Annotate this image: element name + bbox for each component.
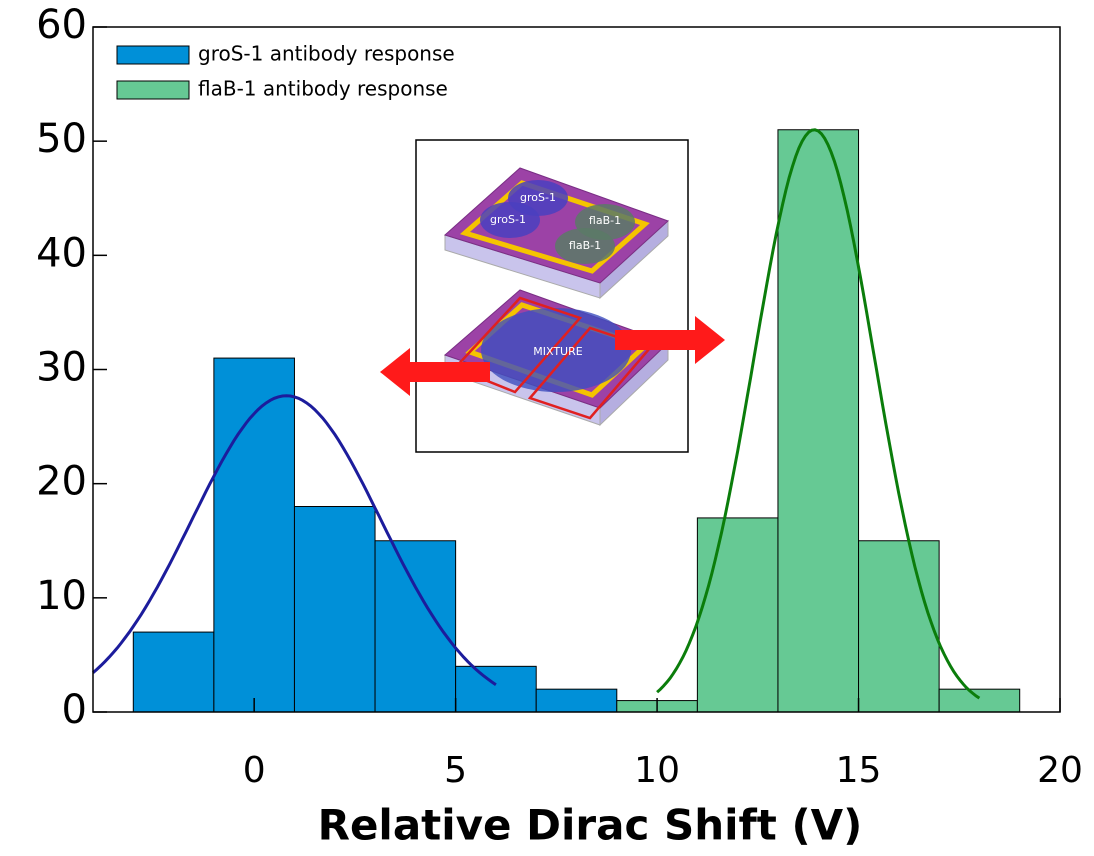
spot xyxy=(480,202,540,238)
bar xyxy=(132,631,215,713)
y-tick-label: 40 xyxy=(36,230,87,276)
bar xyxy=(293,506,376,713)
bar xyxy=(455,665,537,713)
bar xyxy=(938,688,1021,713)
arrow xyxy=(615,316,725,364)
bar xyxy=(535,688,618,713)
spot xyxy=(555,228,615,264)
y-tick-label: 0 xyxy=(62,687,87,733)
slice-outline xyxy=(452,296,583,394)
y-tick-label: 30 xyxy=(36,345,87,391)
inset-label: MIXTURE xyxy=(533,345,582,358)
inset-label: groS-1 xyxy=(520,191,556,204)
bar xyxy=(777,129,860,713)
x-tick-label: 5 xyxy=(444,750,467,791)
x-tick-label: 10 xyxy=(634,750,680,791)
bar xyxy=(696,517,779,713)
bar xyxy=(213,357,295,713)
bar xyxy=(374,540,457,713)
legend-swatch xyxy=(116,45,190,65)
fit-curve xyxy=(656,128,981,700)
x-tick-label: 20 xyxy=(1037,750,1083,791)
inset: groS-1 groS-1 flaB-1 flaB-1 MIXTURE xyxy=(380,139,725,453)
inset-label: flaB-1 xyxy=(589,214,621,227)
inset-label: groS-1 xyxy=(490,213,526,226)
y-tick-label: 20 xyxy=(36,459,87,505)
electrode xyxy=(459,180,650,274)
x-tick-label: 15 xyxy=(836,750,882,791)
y-tick-label: 50 xyxy=(36,116,87,162)
legend-swatch xyxy=(116,80,190,100)
y-tick-label: 60 xyxy=(36,2,87,48)
y-tick-label: 10 xyxy=(36,573,87,619)
bar xyxy=(858,540,940,713)
legend-label: flaB-1 antibody response xyxy=(198,77,448,101)
x-tick-label: 0 xyxy=(243,750,266,791)
legend: groS-1 antibody response flaB-1 antibody … xyxy=(116,42,455,101)
arrow xyxy=(380,348,490,396)
legend-label: groS-1 antibody response xyxy=(198,42,455,66)
fit-curve xyxy=(92,394,497,686)
inset-label: flaB-1 xyxy=(569,239,601,252)
x-axis-label: Relative Dirac Shift (V) xyxy=(318,801,863,850)
plot-area xyxy=(92,128,1021,713)
